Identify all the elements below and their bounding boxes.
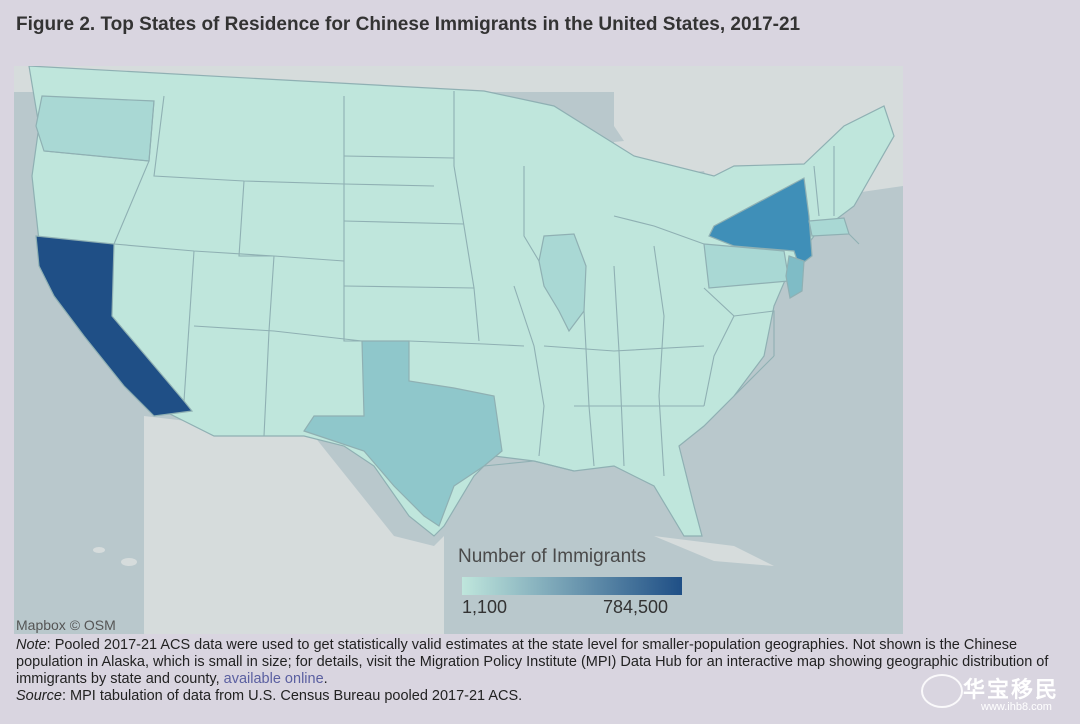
state-texas[interactable] <box>303 340 503 527</box>
state-borders <box>43 91 860 477</box>
figure-title: Figure 2. Top States of Residence for Ch… <box>16 14 801 35</box>
state-washington[interactable] <box>35 95 155 162</box>
state-new-york[interactable] <box>708 177 813 267</box>
watermark: 华宝移民 www.ihb8.com <box>915 668 1075 718</box>
mexico-land <box>144 416 444 634</box>
figure-notes: Note: Pooled 2017-21 ACS data were used … <box>16 637 1066 705</box>
note-text: : Pooled 2017-21 ACS data were used to g… <box>16 637 1049 687</box>
us-contiguous[interactable] <box>28 66 895 537</box>
source-text: : MPI tabulation of data from U.S. Censu… <box>61 688 523 704</box>
watermark-text: 华宝移民 <box>963 677 1060 703</box>
legend-max-label: 784,500 <box>603 597 669 617</box>
watermark-url: www.ihb8.com <box>981 701 1052 713</box>
state-pennsylvania[interactable] <box>703 243 790 289</box>
note-end: . <box>323 671 328 687</box>
legend-gradient-bar <box>462 577 682 595</box>
map-svg <box>14 66 903 634</box>
hawaii-islands <box>93 547 194 604</box>
wechat-icon <box>921 674 963 708</box>
state-new-jersey[interactable] <box>785 255 805 299</box>
state-massachusetts[interactable] <box>808 217 850 237</box>
state-illinois[interactable] <box>538 233 587 333</box>
source-label: Source <box>16 688 62 704</box>
legend-title: Number of Immigrants <box>458 546 646 567</box>
note-label: Note <box>16 637 47 653</box>
map-credit[interactable]: Mapbox © OSM <box>16 617 116 633</box>
available-online-link[interactable]: available online <box>223 671 324 687</box>
note-paragraph: Note: Pooled 2017-21 ACS data were used … <box>16 637 1066 688</box>
source-paragraph: Source: MPI tabulation of data from U.S.… <box>16 688 1066 705</box>
state-california[interactable] <box>35 235 194 417</box>
legend-min-label: 1,100 <box>462 597 508 617</box>
choropleth-map[interactable] <box>14 66 903 634</box>
cuba-land <box>654 536 774 566</box>
